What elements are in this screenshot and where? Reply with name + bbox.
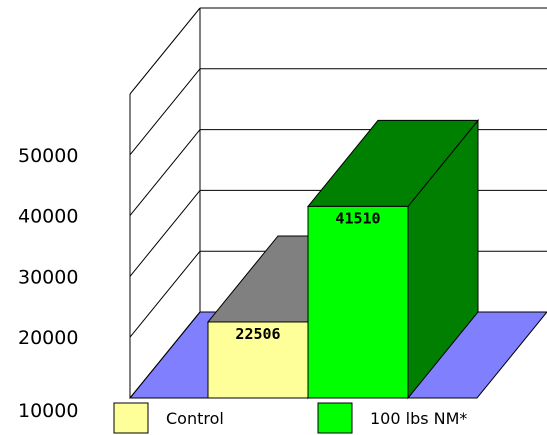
gridline-side-3 <box>129 129 201 216</box>
legend-entry-1: 100 lbs NM* <box>317 402 467 434</box>
gridline-side-0 <box>129 311 201 399</box>
gridline-side-5 <box>129 7 201 95</box>
data-label-0: 22506 <box>235 325 280 343</box>
bars <box>206 119 480 400</box>
y-tick-label-4: 50000 <box>18 145 78 167</box>
bar-front-face <box>307 205 409 399</box>
chart-back-wall <box>129 8 201 398</box>
bar-100-lbs-nm <box>306 119 480 400</box>
legend-swatch <box>113 402 149 434</box>
y-tick-label-2: 30000 <box>18 266 78 288</box>
legend: Control 100 lbs NM* <box>113 402 467 434</box>
data-label-1: 41510 <box>335 209 380 227</box>
legend-entry-0: Control <box>113 402 224 434</box>
y-tick-label-0: 10000 <box>18 400 78 422</box>
y-axis-tick-labels: 10000 20000 30000 40000 50000 <box>18 145 78 422</box>
legend-label: 100 lbs NM* <box>370 409 467 428</box>
gridline-side-4 <box>129 68 201 156</box>
y-tick-label-1: 20000 <box>18 327 78 349</box>
legend-swatch <box>317 402 353 434</box>
legend-label: Control <box>166 409 224 428</box>
gridline-side-2 <box>129 190 201 277</box>
bar-front-face <box>207 321 309 399</box>
gridline-side-1 <box>129 250 201 338</box>
data-labels: 22506 41510 <box>235 209 380 343</box>
y-tick-label-3: 40000 <box>18 206 78 228</box>
